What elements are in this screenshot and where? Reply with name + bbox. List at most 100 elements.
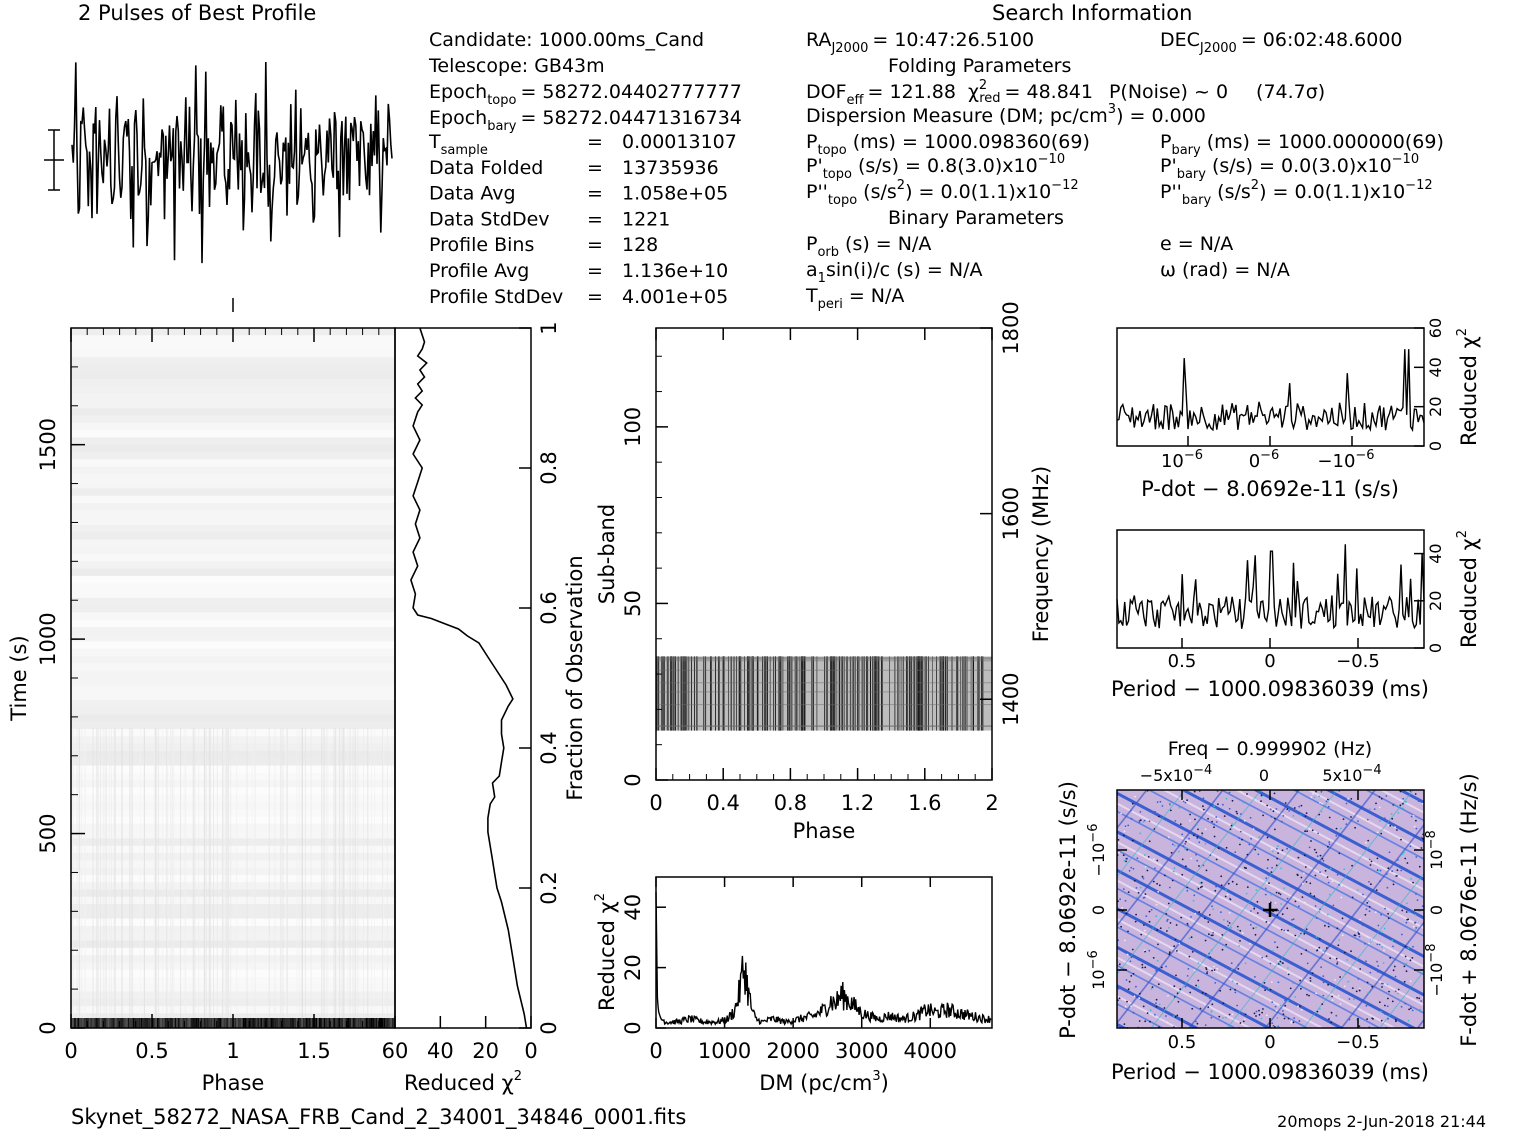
ppdot-pixel	[1214, 807, 1217, 810]
waterfall-row	[71, 532, 395, 540]
ppdot-pixel	[1126, 857, 1129, 860]
ppdot-pixel	[1137, 958, 1140, 961]
waterfall-strip	[276, 1018, 279, 1028]
ppdot-pixel	[1187, 945, 1189, 948]
ppdot-pixel	[1139, 819, 1142, 822]
ppdot-pixel	[1118, 963, 1121, 966]
ppdot-pixel	[1171, 843, 1174, 846]
ppdot-pixel	[1198, 911, 1201, 913]
ppdot-pixel	[1198, 865, 1200, 867]
waterfall-row	[71, 699, 395, 708]
waterfall-strip	[257, 1018, 259, 1028]
ppdot-pixel	[1268, 987, 1270, 990]
parameter-block: Candidate: 1000.00ms_Cand Telescope: GB4…	[428, 29, 742, 308]
ppdot-pixel	[1190, 857, 1193, 860]
ppdot-pixel	[1310, 796, 1313, 799]
ppdot-pixel	[1304, 815, 1307, 817]
ppdot-pixel	[1197, 828, 1199, 831]
waterfall-strip	[278, 1018, 281, 1028]
ppdot-pixel	[1275, 1009, 1278, 1012]
waterfall-strip	[153, 1018, 156, 1028]
y-tick-label: 0.6	[537, 591, 561, 624]
waterfall-strip	[156, 1018, 159, 1028]
ppdot-pixel	[1239, 1022, 1242, 1024]
ppdot-pixel	[1238, 945, 1240, 947]
ppdot-pixel	[1397, 988, 1400, 991]
ppdot-pixel	[1133, 879, 1136, 882]
ppdot-pixel	[1173, 867, 1176, 870]
waterfall-strip	[80, 1018, 83, 1028]
ppdot-pixel	[1262, 1008, 1264, 1010]
waterfall-strip	[155, 1018, 157, 1028]
waterfall-row	[71, 802, 395, 810]
ppdot-pixel	[1237, 963, 1240, 966]
waterfall-row	[71, 459, 395, 468]
pdot-line	[1116, 349, 1425, 433]
waterfall-strip	[385, 1018, 387, 1028]
ppdot-pixel	[1298, 1020, 1301, 1022]
ppdot-pixel	[1235, 810, 1238, 813]
ppdot-pixel	[1288, 810, 1290, 812]
x-tick-label: 60	[382, 1039, 409, 1063]
ppdot-pixel	[1179, 988, 1182, 991]
ppdot-pixel	[1298, 805, 1301, 808]
ppdot-pixel	[1327, 798, 1329, 801]
waterfall-strip	[147, 1018, 149, 1028]
ppdot-pixel	[1211, 934, 1214, 937]
waterfall-strip	[354, 1018, 357, 1028]
ppdot-pixel	[1160, 966, 1163, 969]
y-tick-label: 0	[621, 773, 645, 786]
waterfall-strip	[114, 1018, 117, 1028]
waterfall-strip	[339, 1018, 342, 1028]
waterfall-strip	[380, 1018, 383, 1028]
ppdot-pixel	[1401, 909, 1404, 912]
ppdot-pixel	[1200, 881, 1203, 884]
waterfall-strip	[255, 1018, 258, 1028]
ppdot-pixel	[1347, 980, 1350, 983]
ppdot-pixel	[1271, 1001, 1274, 1003]
ppdot-pixel	[1386, 886, 1389, 889]
x-tick-label: 0.5	[135, 1039, 168, 1063]
ppdot-pixel	[1291, 925, 1294, 928]
ppdot-pixel	[1344, 951, 1346, 954]
ppdot-pixel	[1135, 985, 1137, 988]
ppdot-pixel	[1292, 918, 1295, 921]
ppdot-pixel	[1358, 989, 1361, 992]
ppdot-pixel	[1415, 927, 1418, 929]
ppdot-pixel	[1348, 998, 1351, 1000]
ppdot-pixel	[1353, 934, 1356, 937]
ppdot-pixel	[1277, 981, 1280, 984]
ppdot-pixel	[1184, 843, 1186, 845]
ppdot-pixel	[1306, 830, 1308, 833]
waterfall-strip	[137, 1018, 140, 1028]
ppdot-pixel	[1142, 1005, 1145, 1008]
ppdot-pixel	[1374, 911, 1377, 914]
ppdot-pixel	[1420, 836, 1423, 839]
ppdot-pixel	[1168, 927, 1170, 929]
ppdot-pixel	[1185, 840, 1187, 843]
x-tick-label: 4000	[904, 1039, 957, 1063]
ppdot-pixel	[1366, 818, 1369, 821]
waterfall-row	[71, 911, 395, 920]
ppdot-pixel	[1415, 882, 1418, 885]
x-tick-label: 3000	[835, 1039, 888, 1063]
ppdot-pixel	[1390, 813, 1393, 815]
ppdot-pixel	[1267, 858, 1269, 861]
ppdot-pixel	[1239, 830, 1242, 833]
waterfall-strip	[98, 1018, 101, 1028]
waterfall-strip	[127, 1018, 130, 1028]
waterfall-strip	[179, 1018, 182, 1028]
ppdot-pixel	[1336, 873, 1339, 876]
waterfall-strip	[229, 1018, 232, 1028]
waterfall-strip	[346, 1018, 349, 1028]
waterfall-row	[71, 882, 395, 890]
waterfall-row	[71, 444, 395, 453]
ppdot-pixel	[1167, 902, 1170, 905]
ppdot-pixel	[1336, 961, 1339, 964]
waterfall-strip	[280, 1018, 282, 1028]
ppdot-pixel	[1199, 1007, 1202, 1010]
ppdot-pixel	[1118, 997, 1121, 1000]
waterfall-strip	[174, 1018, 177, 1028]
ppdot-pixel	[1275, 864, 1278, 867]
ppdot-pixel	[1404, 800, 1406, 803]
